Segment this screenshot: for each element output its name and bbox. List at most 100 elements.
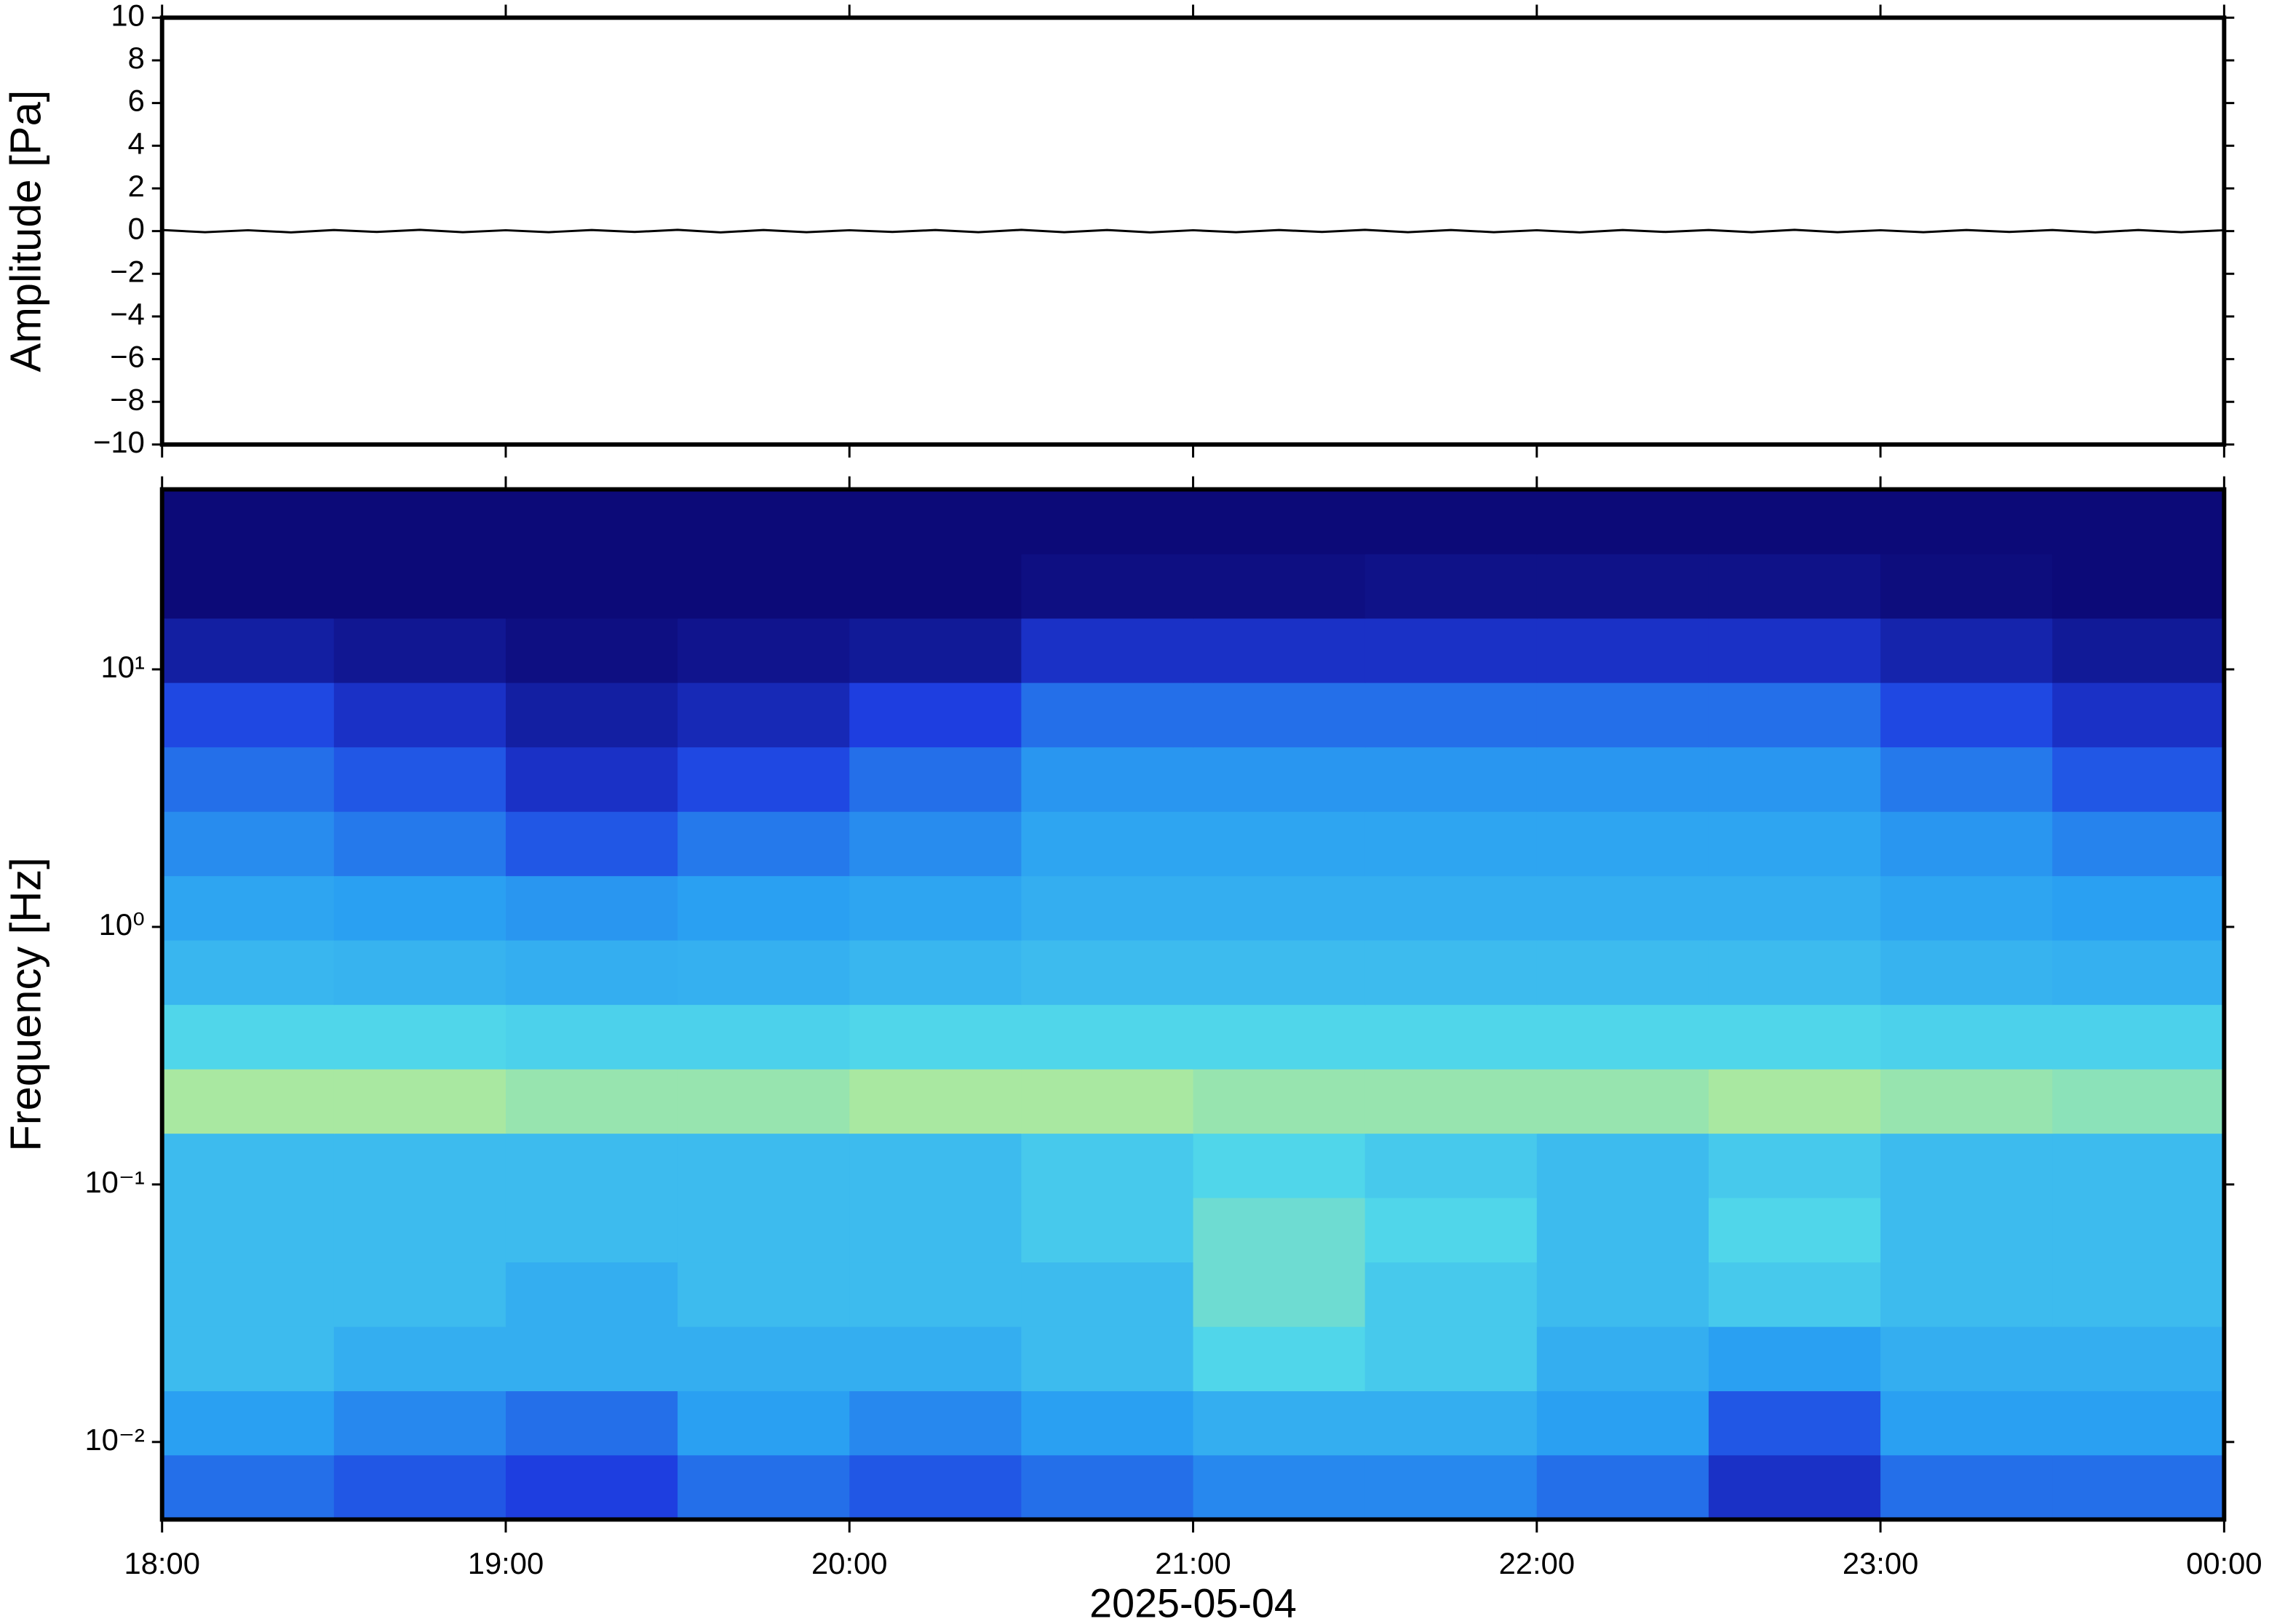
y-tick-label: −10	[93, 425, 145, 459]
spectrogram-cell	[1193, 1197, 1366, 1263]
spectrogram-cell	[1708, 939, 1882, 1006]
spectrogram-cell	[1536, 618, 1709, 683]
spectrogram-cell	[1364, 618, 1538, 683]
spectrogram-cell	[1021, 1390, 1194, 1456]
spectrogram-cell	[505, 489, 679, 554]
spectrogram-cell	[333, 553, 506, 619]
spectrogram-cell	[1880, 1262, 2054, 1327]
spectrogram-cell	[1193, 682, 1366, 748]
spectrogram-cell	[1021, 1068, 1194, 1134]
spectrogram-cell	[333, 1326, 506, 1392]
spectrogram-cell	[1193, 939, 1366, 1006]
spectrogram-cell	[677, 1454, 851, 1521]
spectrogram-cell	[677, 747, 851, 812]
spectrogram-cell	[333, 682, 506, 748]
spectrogram-cell	[162, 1068, 335, 1134]
spectrogram-cell	[1364, 939, 1538, 1006]
spectrogram-cell	[505, 618, 679, 683]
spectrogram-cell	[2052, 1197, 2225, 1263]
spectrogram-cell	[505, 939, 679, 1006]
spectrogram-cell	[162, 489, 335, 554]
spectrogram-cell	[1880, 939, 2054, 1006]
spectrogram-cell	[1536, 875, 1709, 941]
spectrogram	[162, 489, 2225, 1521]
spectrogram-cell	[333, 1068, 506, 1134]
spectrogram-cell	[677, 1197, 851, 1263]
x-axis-label: 2025-05-04	[1089, 1580, 1297, 1624]
spectrogram-cell	[1708, 1454, 1882, 1521]
spectrogram-cell	[2052, 1326, 2225, 1392]
spectrogram-cell	[505, 1326, 679, 1392]
spectrogram-cell	[677, 875, 851, 941]
spectrogram-cell	[1880, 1133, 2054, 1198]
spectrogram-cell	[1021, 553, 1194, 619]
spectrogram-cell	[849, 1262, 1022, 1327]
spectrogram-cell	[849, 1390, 1022, 1456]
spectrogram-cell	[333, 939, 506, 1006]
spectrogram-cell	[1364, 1390, 1538, 1456]
spectrogram-cell	[505, 553, 679, 619]
spectrogram-cell	[677, 1262, 851, 1327]
spectrogram-cell	[1536, 682, 1709, 748]
spectrogram-cell	[2052, 1133, 2225, 1198]
spectrogram-cell	[1193, 1262, 1366, 1327]
spectrogram-cell	[1364, 747, 1538, 812]
spectrogram-cell	[162, 875, 335, 941]
spectrogram-cell	[1536, 1454, 1709, 1521]
spectrogram-cell	[1193, 489, 1366, 554]
spectrogram-cell	[1193, 1004, 1366, 1070]
y-tick-label: 8	[128, 41, 145, 75]
x-tick-label: 21:00	[1155, 1546, 1231, 1580]
spectrogram-cell	[849, 489, 1022, 554]
x-tick-label: 22:00	[1499, 1546, 1575, 1580]
spectrogram-cell	[162, 1326, 335, 1392]
spectrogram-cell	[505, 1004, 679, 1070]
y-tick-label: 10⁻¹	[84, 1165, 144, 1199]
spectrogram-cell	[1193, 811, 1366, 877]
spectrogram-cell	[162, 618, 335, 683]
spectrogram-cell	[1193, 1454, 1366, 1521]
spectrogram-cell	[333, 875, 506, 941]
spectrogram-cell	[333, 1004, 506, 1070]
spectrogram-cell	[505, 1133, 679, 1198]
spectrogram-cell	[333, 747, 506, 812]
spectrogram-cell	[849, 1068, 1022, 1134]
y-tick-label: −6	[110, 340, 145, 374]
spectrogram-cell	[1536, 939, 1709, 1006]
spectrogram-cell	[162, 939, 335, 1006]
spectrogram-cell	[1193, 1133, 1366, 1198]
spectrogram-cell	[1021, 1326, 1194, 1392]
spectrogram-cell	[1021, 811, 1194, 877]
spectrogram-cell	[1536, 1197, 1709, 1263]
spectrogram-cell	[1193, 1068, 1366, 1134]
y-tick-label: −4	[110, 297, 145, 331]
spectrogram-cell	[1364, 682, 1538, 748]
spectrogram-cell	[1880, 1326, 2054, 1392]
spectrogram-cell	[1708, 811, 1882, 877]
spectrogram-cell	[1880, 489, 2054, 554]
spectrogram-cell	[1880, 875, 2054, 941]
x-tick-label: 00:00	[2186, 1546, 2262, 1580]
spectrogram-cell	[849, 1004, 1022, 1070]
spectrogram-cell	[1536, 1004, 1709, 1070]
spectrogram-cell	[162, 553, 335, 619]
spectrogram-cell	[1536, 553, 1709, 619]
spectrogram-cell	[1193, 1326, 1366, 1392]
y-tick-label: −2	[110, 254, 145, 288]
spectrogram-cell	[849, 875, 1022, 941]
spectrogram-cell	[333, 1262, 506, 1327]
spectrogram-cell	[1364, 875, 1538, 941]
spectrogram-cell	[1536, 489, 1709, 554]
spectrogram-cell	[849, 939, 1022, 1006]
spectrogram-cell	[849, 682, 1022, 748]
spectrogram-cell	[1708, 1068, 1882, 1134]
spectrogram-cell	[505, 1454, 679, 1521]
spectrogram-cell	[333, 811, 506, 877]
spectrogram-cell	[1536, 747, 1709, 812]
spectrogram-cell	[1708, 553, 1882, 619]
spectrogram-cell	[677, 1390, 851, 1456]
spectrogram-cell	[1193, 618, 1366, 683]
spectrogram-cell	[1880, 811, 2054, 877]
spectrogram-cell	[1364, 1068, 1538, 1134]
spectrogram-cell	[505, 1068, 679, 1134]
